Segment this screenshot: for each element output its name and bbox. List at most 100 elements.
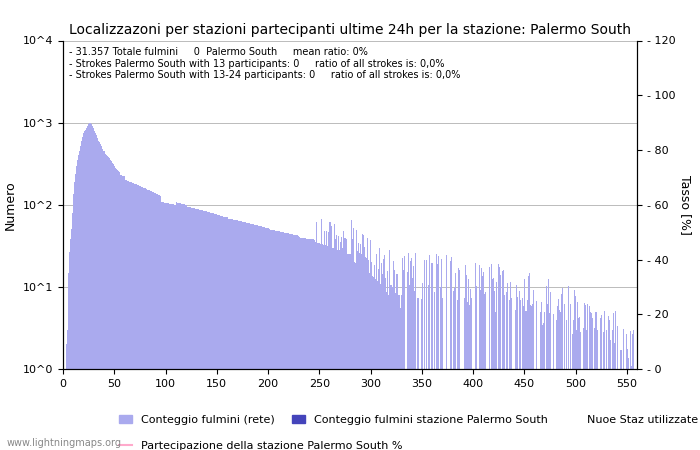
Bar: [135, 184, 136, 450]
Bar: [382, 274, 384, 450]
Bar: [525, 311, 526, 450]
Bar: [116, 169, 117, 450]
Bar: [420, 369, 421, 450]
Bar: [634, 369, 636, 450]
Bar: [626, 334, 627, 450]
Bar: [531, 306, 532, 450]
Bar: [391, 287, 393, 450]
Bar: [121, 176, 122, 450]
Bar: [486, 369, 488, 450]
Bar: [547, 304, 548, 450]
Bar: [139, 186, 141, 450]
Bar: [533, 290, 534, 450]
Bar: [93, 128, 95, 450]
Bar: [405, 369, 406, 450]
Bar: [77, 160, 78, 450]
Bar: [195, 208, 196, 450]
Bar: [414, 291, 415, 450]
Bar: [530, 305, 531, 450]
Bar: [321, 219, 322, 450]
Bar: [577, 302, 578, 450]
Bar: [574, 290, 575, 450]
Bar: [499, 266, 500, 450]
Bar: [110, 160, 111, 450]
Bar: [112, 162, 113, 450]
Bar: [456, 369, 457, 450]
Bar: [579, 317, 580, 450]
Bar: [523, 306, 524, 450]
Bar: [258, 225, 259, 450]
Bar: [146, 189, 148, 450]
Bar: [207, 212, 208, 450]
Bar: [346, 239, 347, 450]
Bar: [532, 304, 533, 450]
Bar: [571, 369, 572, 450]
Bar: [398, 295, 399, 450]
Bar: [543, 323, 544, 450]
Bar: [240, 221, 241, 450]
Bar: [620, 350, 621, 450]
Bar: [379, 248, 380, 450]
Bar: [355, 263, 356, 450]
Bar: [160, 196, 161, 450]
Bar: [580, 332, 581, 450]
Bar: [515, 285, 517, 450]
Bar: [260, 226, 261, 450]
Bar: [304, 238, 305, 450]
Bar: [333, 248, 334, 450]
Bar: [408, 253, 409, 450]
Bar: [524, 279, 525, 450]
Bar: [324, 230, 325, 450]
Bar: [488, 369, 489, 450]
Bar: [368, 260, 369, 450]
Bar: [399, 295, 400, 450]
Bar: [345, 238, 346, 450]
Bar: [248, 223, 249, 450]
Bar: [548, 279, 550, 450]
Bar: [421, 299, 422, 450]
Bar: [617, 326, 618, 450]
Bar: [490, 369, 491, 450]
Bar: [363, 235, 364, 450]
Bar: [415, 253, 416, 450]
Bar: [265, 228, 267, 450]
Bar: [374, 265, 375, 450]
Bar: [482, 275, 483, 450]
Bar: [544, 312, 545, 450]
Bar: [449, 369, 450, 450]
Bar: [479, 266, 480, 450]
Bar: [556, 306, 558, 450]
Bar: [227, 217, 228, 450]
Bar: [153, 192, 154, 450]
Bar: [117, 170, 118, 450]
Bar: [178, 203, 179, 450]
Bar: [74, 183, 75, 450]
Bar: [397, 274, 398, 450]
Bar: [442, 298, 443, 450]
Bar: [294, 235, 295, 450]
Bar: [334, 224, 335, 450]
Bar: [68, 273, 69, 450]
Bar: [614, 343, 615, 450]
Bar: [364, 247, 365, 450]
Bar: [550, 292, 552, 450]
Bar: [271, 230, 272, 450]
Bar: [301, 238, 302, 450]
Bar: [104, 153, 106, 450]
Bar: [193, 208, 194, 450]
Bar: [252, 224, 253, 450]
Bar: [250, 224, 251, 450]
Bar: [202, 211, 203, 450]
Bar: [347, 254, 349, 450]
Bar: [522, 298, 523, 450]
Bar: [559, 312, 561, 450]
Bar: [455, 273, 456, 450]
Bar: [157, 194, 158, 450]
Bar: [118, 171, 119, 450]
Bar: [267, 228, 269, 450]
Bar: [130, 182, 131, 450]
Bar: [329, 222, 330, 450]
Bar: [538, 369, 539, 450]
Bar: [528, 276, 529, 450]
Bar: [212, 213, 214, 450]
